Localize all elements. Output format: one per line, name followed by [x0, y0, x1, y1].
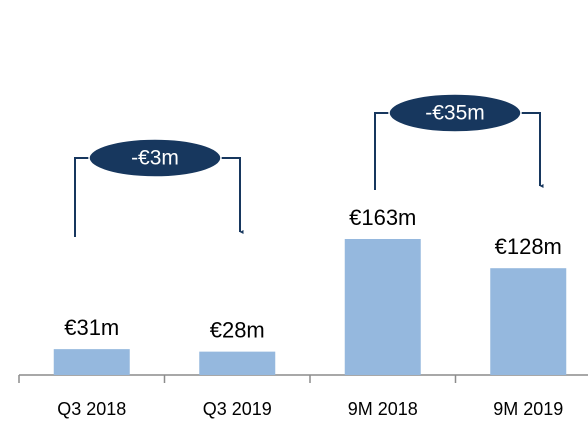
bar — [490, 268, 567, 375]
x-tick-label: Q3 2018 — [57, 399, 126, 419]
annotation-badge — [88, 138, 222, 178]
bar — [199, 351, 276, 375]
data-label: €163m — [349, 205, 416, 230]
x-tick-label: 9M 2019 — [493, 399, 563, 419]
x-tick-label: Q3 2019 — [203, 399, 272, 419]
data-label: €28m — [210, 317, 265, 342]
annotation-text: -€35m — [425, 102, 485, 125]
bar — [344, 239, 421, 375]
x-tick-label: 9M 2018 — [348, 399, 418, 419]
data-label: €128m — [495, 234, 562, 259]
data-label: €31m — [64, 315, 119, 340]
annotation-badge — [388, 93, 522, 133]
annotation-text: -€3m — [131, 147, 179, 170]
bar — [53, 349, 130, 375]
